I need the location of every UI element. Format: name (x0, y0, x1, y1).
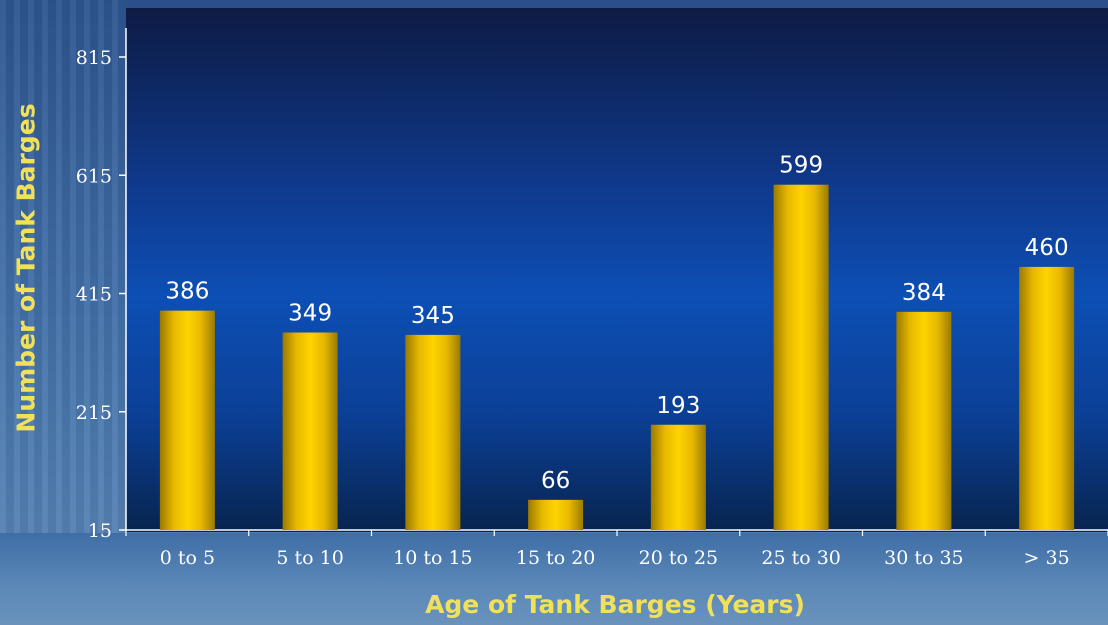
data-label: 460 (1025, 235, 1069, 261)
bar (528, 499, 584, 530)
data-label: 599 (779, 153, 823, 179)
x-tick-label: 5 to 10 (276, 547, 343, 569)
y-tick-label: 15 (88, 520, 112, 542)
data-label: 384 (902, 280, 946, 306)
data-labels: 386 0 to 5 349 5 to 10 345 10 to 15 66 15 to 20… (160, 153, 1070, 569)
x-tick-label: 10 to 15 (393, 547, 473, 569)
bar (650, 424, 706, 530)
x-tick-label: 15 to 20 (516, 547, 596, 569)
data-label: 349 (288, 301, 332, 327)
x-tick-label: 30 to 35 (884, 547, 964, 569)
background-photo-bottom (0, 533, 1108, 625)
y-tick-label: 415 (76, 284, 112, 306)
data-label: 66 (541, 468, 570, 494)
bar (1019, 266, 1075, 530)
y-axis-title: Number of Tank Barges (11, 103, 41, 433)
x-axis-title: Age of Tank Barges (Years) (425, 590, 805, 619)
axes: 15 215 415 615 815 (76, 28, 1108, 542)
data-label: 193 (656, 393, 700, 419)
x-tick-label: 20 to 25 (639, 547, 719, 569)
y-tick-label: 215 (76, 402, 112, 424)
bar (159, 310, 215, 530)
bar (282, 332, 338, 530)
bars (159, 184, 1075, 530)
bar (896, 311, 952, 530)
data-label: 386 (165, 279, 209, 305)
bar (405, 334, 461, 530)
x-tick-label: 25 to 30 (761, 547, 841, 569)
y-tick-label: 615 (76, 165, 112, 187)
x-tick-label: 0 to 5 (160, 547, 215, 569)
background-photo-left (0, 0, 125, 625)
y-tick-label: 815 (76, 47, 112, 69)
x-tick-label: > 35 (1024, 547, 1070, 569)
data-label: 345 (411, 303, 455, 329)
bar (773, 184, 829, 530)
